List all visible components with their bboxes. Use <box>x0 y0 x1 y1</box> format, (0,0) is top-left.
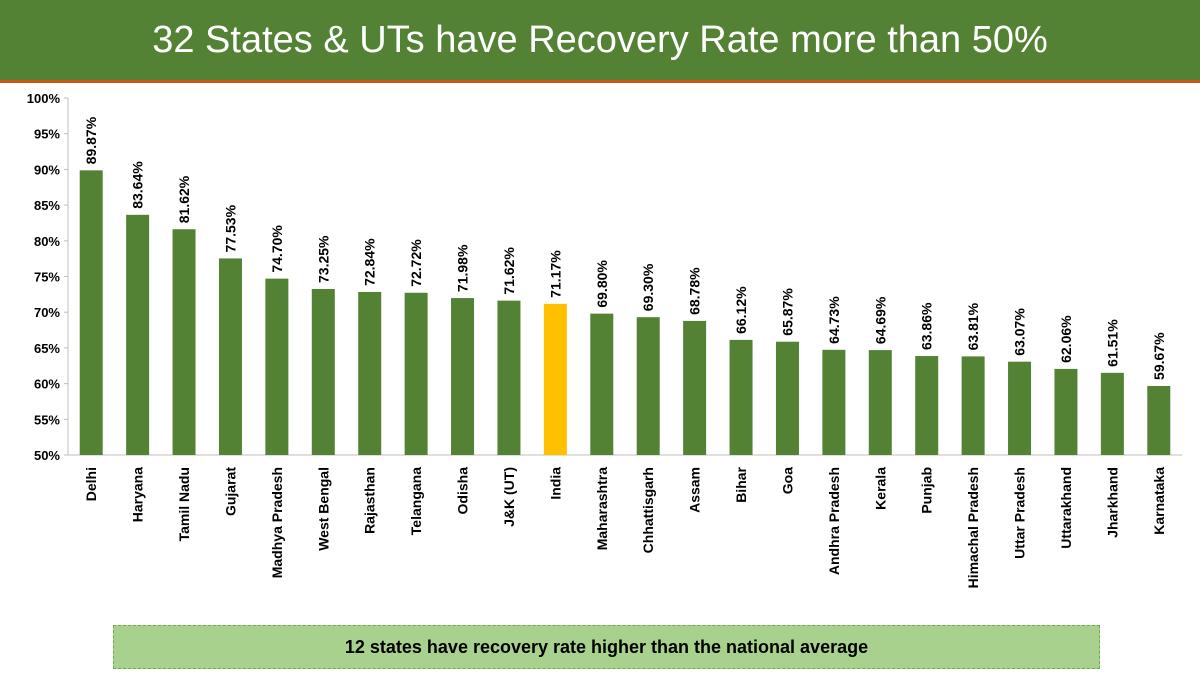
data-label: 72.72% <box>408 239 424 287</box>
data-label: 73.25% <box>315 235 331 283</box>
bar-telangana <box>404 292 428 455</box>
bar-uttarakhand <box>1054 368 1078 455</box>
bar-jharkhand <box>1100 372 1124 455</box>
category-label: J&K (UT) <box>501 467 517 527</box>
category-label: Tamil Nadu <box>176 467 192 541</box>
bar-andhra-pradesh <box>822 349 846 455</box>
bar-kerala <box>868 350 892 455</box>
bar-rajasthan <box>358 291 382 455</box>
data-label: 89.87% <box>83 116 99 164</box>
bar-delhi <box>79 170 103 456</box>
category-label: Assam <box>687 467 703 513</box>
data-label: 77.53% <box>222 204 238 252</box>
bar-uttar-pradesh <box>1008 361 1032 455</box>
data-label: 68.78% <box>687 267 703 315</box>
category-label: Himachal Pradesh <box>965 467 981 588</box>
bar-tamil-nadu <box>172 229 196 455</box>
data-label: 65.87% <box>779 288 795 336</box>
category-label: Uttarakhand <box>1058 467 1074 549</box>
category-label: Telangana <box>408 467 424 535</box>
y-tick-label: 100% <box>27 91 61 106</box>
category-label: Madhya Pradesh <box>269 467 285 578</box>
category-label: Karnataka <box>1151 467 1167 535</box>
recovery-rate-bar-chart: 50% 55% 60% 65% 70% 75% 80% 85% 90% 95% 100% 89.87%… <box>27 91 1182 588</box>
data-label: 62.06% <box>1058 315 1074 363</box>
data-label: 59.67% <box>1151 332 1167 380</box>
y-tick-label: 90% <box>34 162 60 177</box>
data-label: 74.70% <box>269 225 285 273</box>
category-label: Delhi <box>83 467 99 501</box>
bar-madhya-pradesh <box>265 278 289 455</box>
summary-note-box: 12 states have recovery rate higher than… <box>113 625 1100 669</box>
data-label: 69.80% <box>594 260 610 308</box>
bar-gujarat <box>218 258 242 455</box>
data-label: 61.51% <box>1104 319 1120 367</box>
data-label: 64.69% <box>872 296 888 344</box>
category-label: Jharkhand <box>1104 467 1120 538</box>
category-label: Gujarat <box>222 467 238 516</box>
summary-note: 12 states have recovery rate higher than… <box>344 636 869 657</box>
category-label: Punjab <box>919 467 935 514</box>
y-tick-label: 65% <box>34 341 60 356</box>
category-label: Maharashtra <box>594 467 610 550</box>
bar-odisha <box>451 298 475 455</box>
bar-bihar <box>729 339 753 455</box>
category-label: West Bengal <box>315 467 331 551</box>
chart-title-banner: 32 States & UTs have Recovery Rate more … <box>0 0 1200 80</box>
y-tick-label: 55% <box>34 412 60 427</box>
category-label: India <box>547 467 563 500</box>
data-label: 63.07% <box>1012 308 1028 356</box>
bar-chhattisgarh <box>636 317 660 455</box>
data-label: 72.84% <box>362 238 378 286</box>
y-tick-label: 80% <box>34 234 60 249</box>
chart-title: 32 States & UTs have Recovery Rate more … <box>152 18 1048 61</box>
category-label: Bihar <box>733 466 749 502</box>
data-label: 63.81% <box>965 302 981 350</box>
category-label: Kerala <box>872 467 888 510</box>
y-tick-label: 85% <box>34 198 60 213</box>
bar-karnataka <box>1147 385 1171 455</box>
bar-goa <box>775 341 799 455</box>
data-label: 69.30% <box>640 263 656 311</box>
data-label: 64.73% <box>826 296 842 344</box>
category-label: Odisha <box>455 467 471 515</box>
title-underline <box>0 80 1200 83</box>
bar-india <box>543 303 567 455</box>
category-label: Chhattisgarh <box>640 467 656 553</box>
bar-punjab <box>915 356 939 455</box>
y-tick-label: 70% <box>34 305 60 320</box>
category-label: Goa <box>779 467 795 494</box>
data-label: 63.86% <box>919 302 935 350</box>
y-tick-label: 60% <box>34 377 60 392</box>
bar-west-bengal <box>311 288 335 455</box>
y-tick-label: 50% <box>34 448 60 463</box>
data-label: 71.17% <box>547 250 563 298</box>
bar-assam <box>683 320 707 455</box>
category-label: Andhra Pradesh <box>826 467 842 575</box>
category-label: Rajasthan <box>362 467 378 534</box>
bar-j-k-ut <box>497 300 521 455</box>
category-label: Haryana <box>130 467 146 522</box>
data-label: 66.12% <box>733 286 749 334</box>
y-tick-label: 75% <box>34 270 60 285</box>
bar-maharashtra <box>590 313 614 455</box>
bar-haryana <box>126 214 150 455</box>
bar-himachal-pradesh <box>961 356 985 455</box>
category-label: Uttar Pradesh <box>1012 467 1028 559</box>
data-label: 71.62% <box>501 247 517 295</box>
data-label: 83.64% <box>130 161 146 209</box>
data-label: 81.62% <box>176 175 192 223</box>
data-label: 71.98% <box>455 244 471 292</box>
y-tick-label: 95% <box>34 127 60 142</box>
